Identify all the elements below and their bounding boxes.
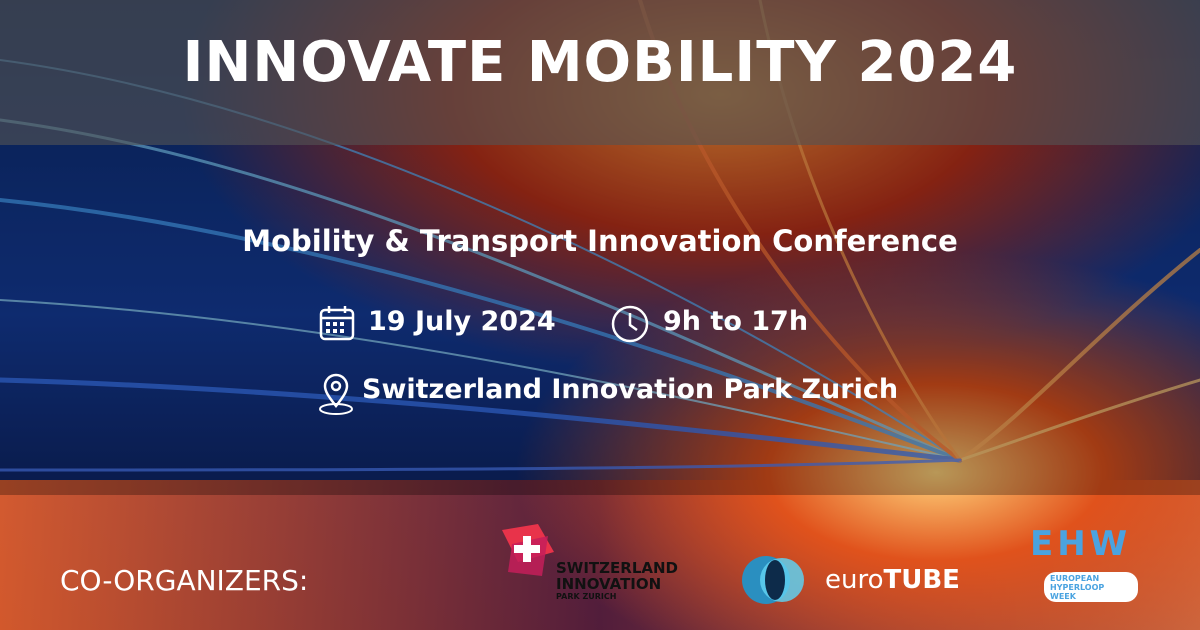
- sip-logo: SWITZERLAND INNOVATION PARK ZURICH: [556, 560, 678, 601]
- location-icon: [319, 373, 353, 415]
- sip-text: SWITZERLAND: [556, 559, 679, 577]
- ehw-text: EUROPEAN: [1050, 574, 1100, 583]
- subtitle: Mobility & Transport Innovation Conferen…: [242, 224, 958, 258]
- sip-text: PARK ZURICH: [556, 592, 617, 601]
- sip-text: INNOVATION: [556, 575, 662, 593]
- eurotube-mark: [742, 556, 804, 604]
- info-band: [0, 145, 1200, 495]
- clock-icon: [611, 305, 649, 343]
- date: 19 July 2024: [368, 306, 556, 337]
- eurotube-text: TUBE: [883, 565, 960, 595]
- location: Switzerland Innovation Park Zurich: [362, 374, 899, 405]
- ehw-text: HYPERLOOP: [1050, 583, 1105, 592]
- time: 9h to 17h: [663, 306, 809, 337]
- title: INNOVATE MOBILITY 2024: [182, 30, 1018, 95]
- co-organizers-label: CO-ORGANIZERS:: [60, 564, 309, 597]
- eurotube-text: euro: [825, 565, 884, 595]
- ehw-text: WEEK: [1050, 592, 1076, 601]
- calendar-icon: [319, 306, 355, 341]
- sip-mark: [502, 524, 554, 576]
- ehw-logo: EHW: [1030, 524, 1132, 564]
- ehw-tag: EUROPEAN HYPERLOOP WEEK: [1044, 572, 1138, 602]
- title-band: [0, 0, 1200, 145]
- eurotube-logo: euroTUBE: [825, 565, 960, 595]
